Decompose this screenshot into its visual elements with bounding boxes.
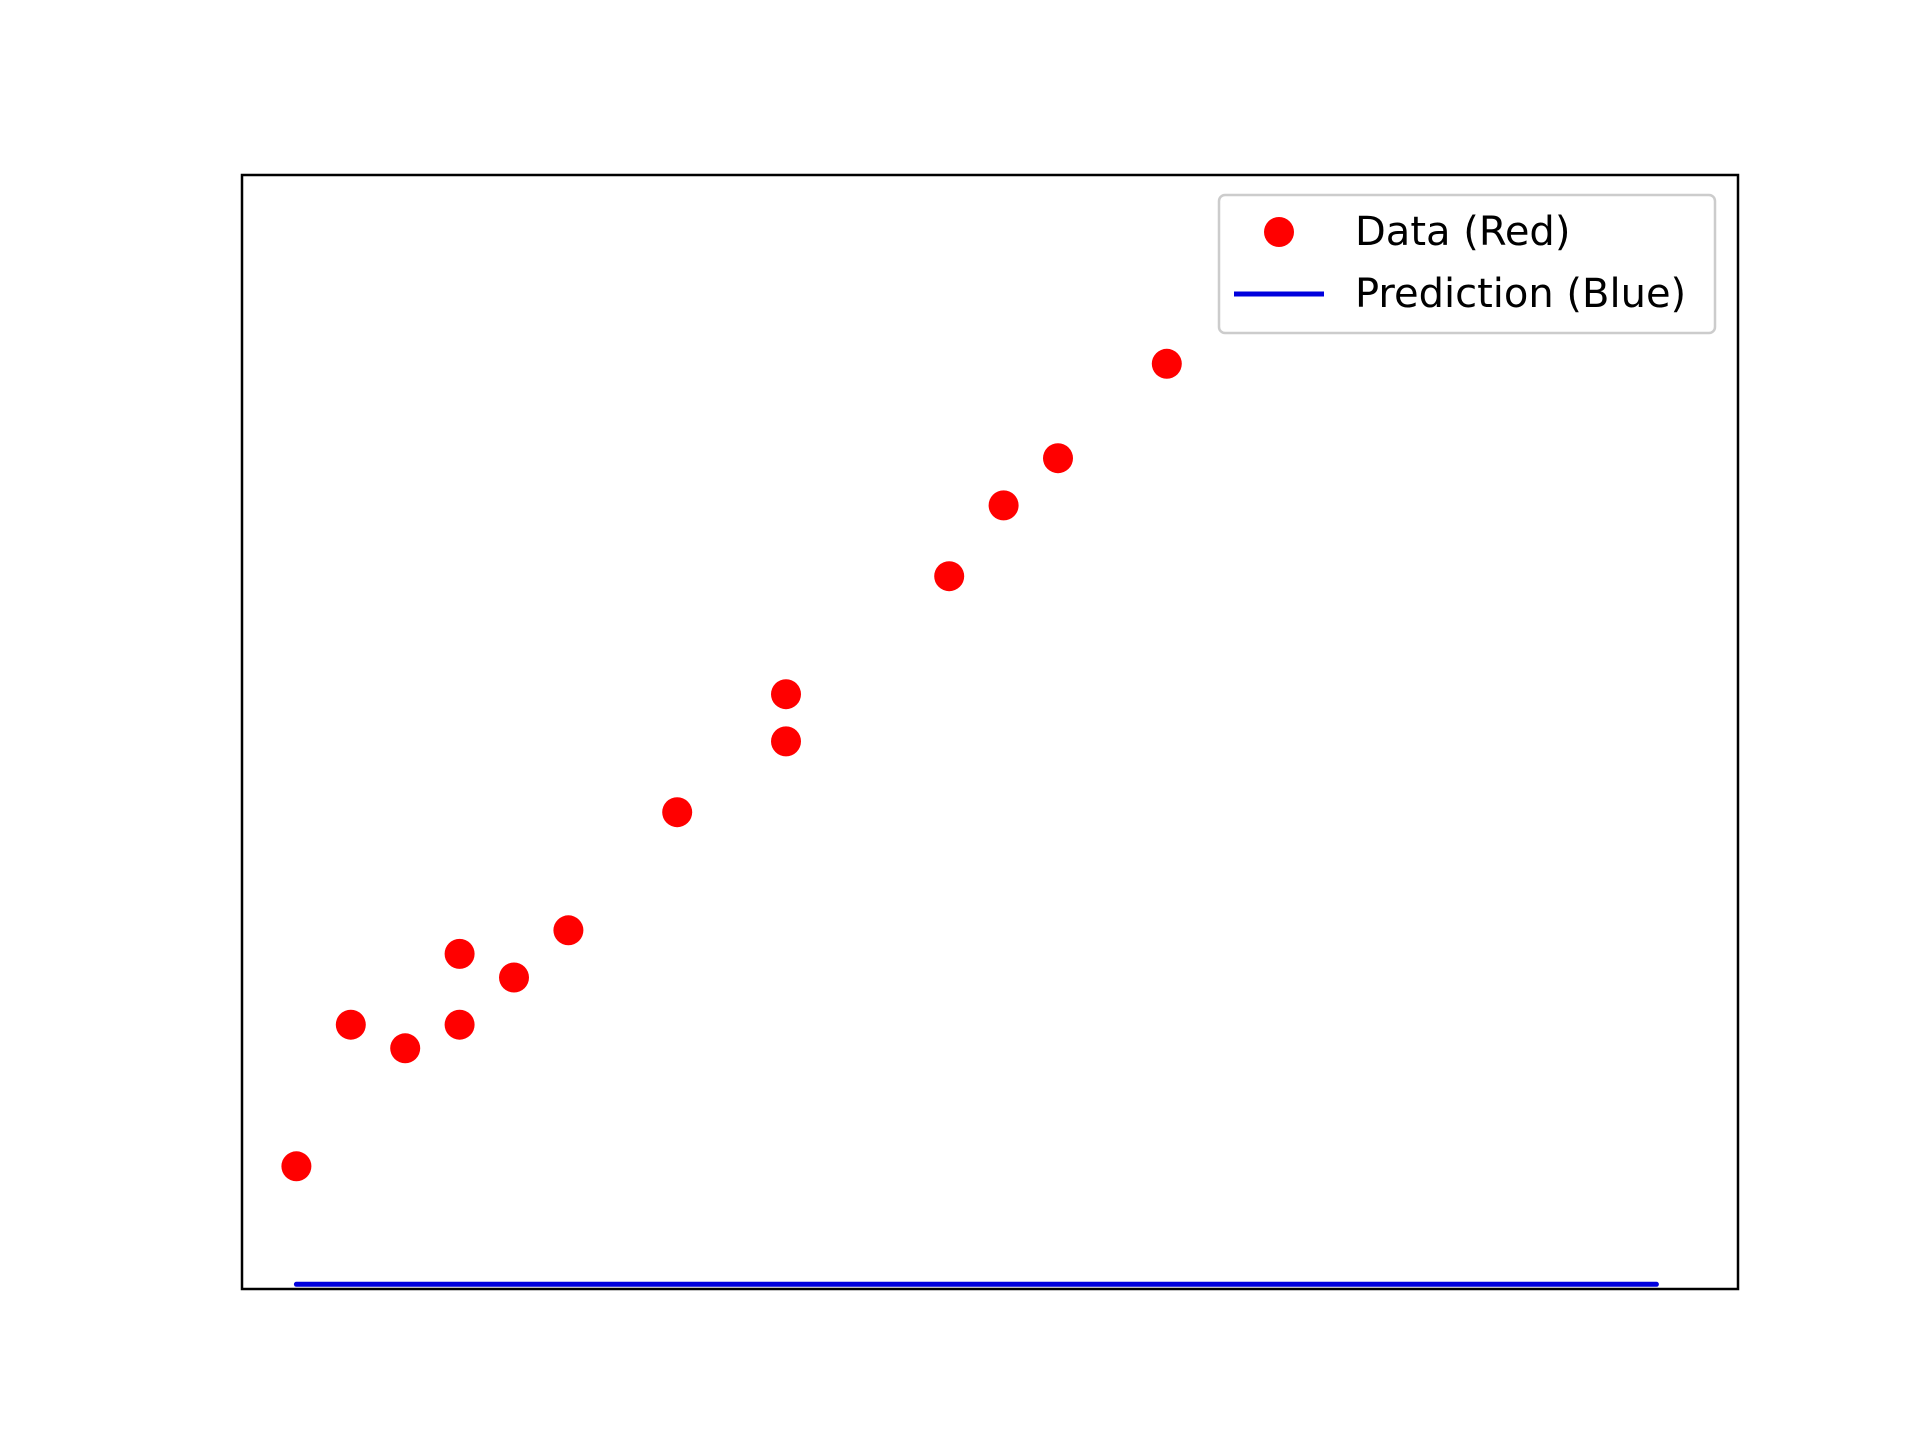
data-point bbox=[444, 938, 475, 969]
data-point bbox=[1043, 443, 1073, 474]
data-point bbox=[444, 1009, 475, 1040]
data-point bbox=[335, 1009, 366, 1040]
legend-entries: Data (Red) Prediction (Blue) bbox=[1234, 209, 1686, 317]
data-point bbox=[771, 679, 801, 710]
legend: Data (Red) Prediction (Blue) bbox=[1217, 193, 1717, 335]
data-point bbox=[390, 1033, 421, 1064]
data-point bbox=[1151, 348, 1182, 379]
data-point bbox=[771, 726, 801, 757]
data-point bbox=[281, 1151, 312, 1182]
legend-label: Prediction (Blue) bbox=[1355, 271, 1686, 317]
plot-marks bbox=[281, 348, 1659, 1287]
data-point bbox=[988, 490, 1019, 521]
plot-area-frame bbox=[240, 173, 1740, 1291]
data-point bbox=[934, 561, 965, 592]
data-point bbox=[662, 797, 693, 828]
legend-label: Data (Red) bbox=[1355, 209, 1570, 255]
legend-marker-data bbox=[1264, 217, 1294, 247]
data-point bbox=[553, 915, 584, 946]
legend-frame bbox=[1217, 193, 1717, 335]
data-point bbox=[499, 962, 529, 993]
